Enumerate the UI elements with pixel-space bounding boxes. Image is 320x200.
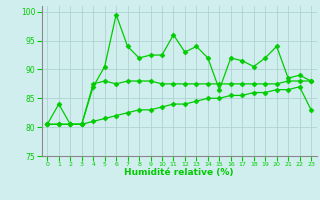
X-axis label: Humidité relative (%): Humidité relative (%) [124,168,234,177]
